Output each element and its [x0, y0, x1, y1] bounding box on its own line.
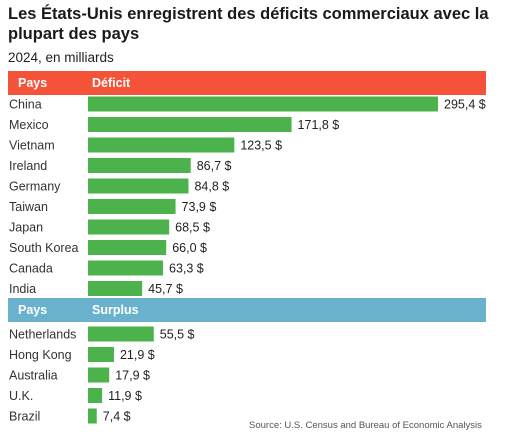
- country-label-u-k: U.K.: [9, 389, 33, 403]
- bar-netherlands: [88, 326, 154, 342]
- country-label-brazil: Brazil: [9, 410, 40, 424]
- bar-hong-kong: [88, 347, 114, 362]
- country-label-germany: Germany: [9, 180, 61, 194]
- bar-canada: [88, 260, 163, 276]
- bar-south-korea: [88, 240, 167, 255]
- chart-subtitle: 2024, en milliards: [8, 50, 114, 65]
- value-label-taiwan: 73,9 $: [182, 200, 217, 214]
- value-label-mexico: 171,8 $: [298, 118, 340, 132]
- deficit-header: Pays Déficit: [8, 71, 486, 95]
- country-label-china: China: [9, 98, 42, 112]
- surplus-header: Pays Surplus: [8, 298, 486, 322]
- deficit-header-label: Déficit: [92, 76, 131, 90]
- bar-australia: [88, 367, 110, 383]
- value-label-japan: 68,5 $: [175, 221, 210, 235]
- value-label-china: 295,4 $: [444, 98, 486, 112]
- bar-brazil: [88, 408, 97, 424]
- chart-title: Les États-Unis enregistrent des déficits…: [8, 5, 489, 43]
- country-label-south-korea: South Korea: [9, 241, 79, 255]
- country-label-hong-kong: Hong Kong: [9, 348, 72, 362]
- surplus-header-label: Surplus: [92, 303, 139, 317]
- value-label-netherlands: 55,5 $: [160, 328, 195, 342]
- country-label-taiwan: Taiwan: [9, 200, 48, 214]
- bar-india: [88, 281, 143, 296]
- country-label-ireland: Ireland: [9, 159, 47, 173]
- bar-china: [88, 96, 438, 112]
- country-label-canada: Canada: [9, 262, 53, 276]
- value-label-india: 45,7 $: [148, 282, 183, 296]
- bar-germany: [88, 178, 189, 194]
- value-label-south-korea: 66,0 $: [172, 241, 207, 255]
- bar-japan: [88, 219, 170, 235]
- country-label-vietnam: Vietnam: [9, 139, 55, 153]
- bar-taiwan: [88, 199, 176, 214]
- value-label-ireland: 86,7 $: [197, 159, 232, 173]
- bar-u-k: [88, 388, 103, 403]
- source-note: Source: U.S. Census and Bureau of Econom…: [249, 420, 482, 431]
- value-label-brazil: 7,4 $: [103, 410, 131, 424]
- deficit-header-country: Pays: [18, 76, 48, 90]
- surplus-header-country: Pays: [18, 303, 48, 317]
- value-label-australia: 17,9 $: [115, 369, 150, 383]
- country-label-australia: Australia: [9, 369, 58, 383]
- value-label-vietnam: 123,5 $: [240, 139, 282, 153]
- country-label-mexico: Mexico: [9, 118, 49, 132]
- country-label-japan: Japan: [9, 221, 43, 235]
- value-label-germany: 84,8 $: [194, 180, 229, 194]
- value-label-u-k: 11,9 $: [108, 389, 142, 403]
- value-label-canada: 63,3 $: [169, 262, 204, 276]
- country-label-india: India: [9, 282, 36, 296]
- bar-mexico: [88, 117, 292, 132]
- bar-ireland: [88, 158, 191, 173]
- bar-vietnam: [88, 137, 235, 153]
- value-label-hong-kong: 21,9 $: [120, 348, 155, 362]
- country-label-netherlands: Netherlands: [9, 328, 76, 342]
